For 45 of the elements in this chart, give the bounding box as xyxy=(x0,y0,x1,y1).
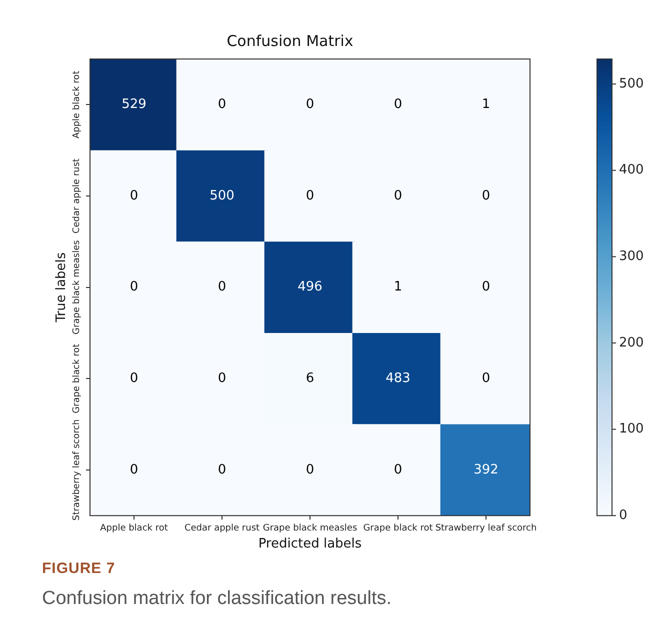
data-label: 0 xyxy=(394,462,402,478)
color-bar-label: 500 xyxy=(619,76,644,92)
data-label: 0 xyxy=(394,97,402,112)
data-label: 0 xyxy=(218,280,226,295)
data-label: 1 xyxy=(482,97,490,112)
data-label: 1 xyxy=(394,280,402,295)
data-label: 0 xyxy=(306,188,314,204)
data-label: 0 xyxy=(218,370,226,386)
data-label: 0 xyxy=(218,97,226,112)
data-label: 0 xyxy=(218,462,226,478)
y-tick-label: Apple black rot xyxy=(72,70,82,139)
data-label: 0 xyxy=(394,188,402,204)
y-tick-label: Grape black measles xyxy=(72,240,82,334)
data-label: 0 xyxy=(130,280,138,295)
data-label: 483 xyxy=(386,370,410,386)
color-bar-label: 100 xyxy=(619,422,644,437)
x-tick-label: Cedar apple rust xyxy=(184,523,260,534)
color-bar-label: 400 xyxy=(619,162,644,178)
data-label: 529 xyxy=(122,97,146,112)
data-label: 500 xyxy=(210,188,234,204)
x-tick-label: Grape black rot xyxy=(363,523,434,534)
data-label: 496 xyxy=(298,280,322,295)
data-label: 0 xyxy=(130,188,138,204)
y-tick-label: Grape black rot xyxy=(72,343,82,414)
data-label: 6 xyxy=(306,370,314,386)
data-label: 0 xyxy=(306,97,314,112)
color-bar-label: 0 xyxy=(619,508,628,523)
data-label: 0 xyxy=(482,280,490,295)
data-label: 0 xyxy=(130,370,138,386)
y-axis-title: True labels xyxy=(54,252,70,324)
data-label: 0 xyxy=(482,188,490,204)
data-label: 392 xyxy=(474,462,498,478)
y-tick-label: Cedar apple rust xyxy=(72,158,82,234)
x-tick-label: Apple black rot xyxy=(100,523,168,534)
chart-title: Confusion Matrix xyxy=(226,32,354,50)
data-label: 0 xyxy=(482,370,490,386)
color-bar-label: 300 xyxy=(619,249,644,264)
text: Confusion matrix for classification results. xyxy=(42,588,392,610)
x-tick-label: Grape black measles xyxy=(262,523,358,534)
color-bar-label: 200 xyxy=(619,335,644,350)
data-label: 0 xyxy=(130,462,138,478)
x-axis-title: Predicted labels xyxy=(258,536,362,552)
x-tick-label: Strawberry leaf scorch xyxy=(435,523,537,534)
caption: FIGURE 7 xyxy=(42,560,116,577)
data-label: 0 xyxy=(306,462,314,478)
